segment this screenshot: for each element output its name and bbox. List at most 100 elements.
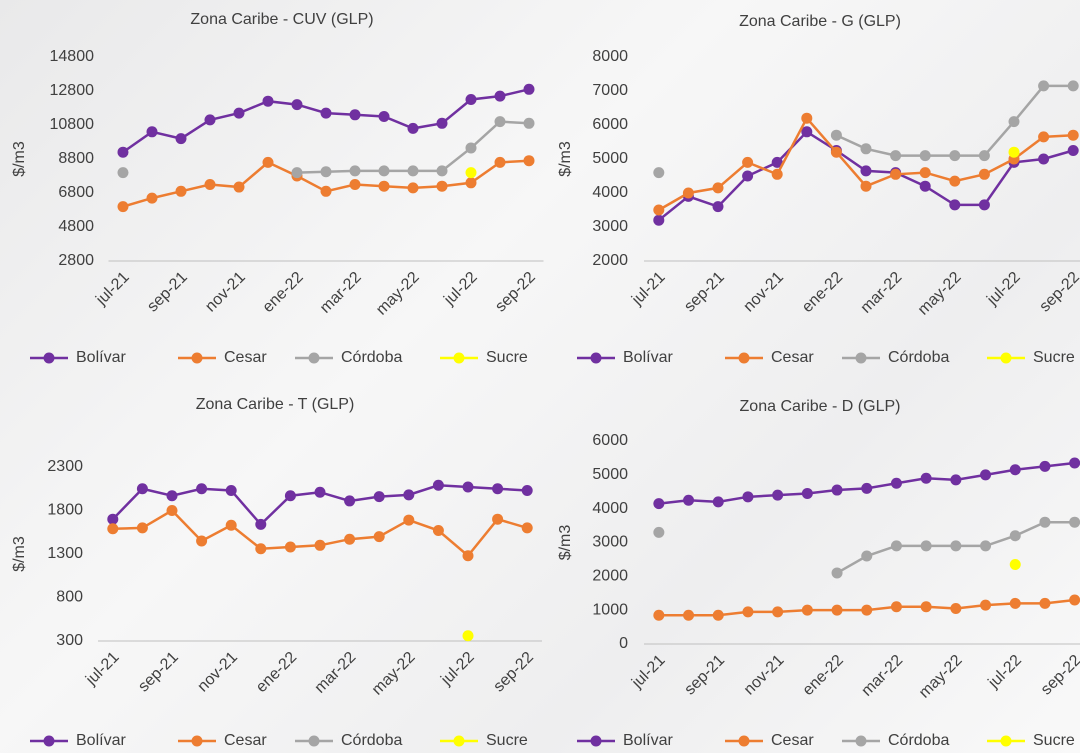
x-tick-label: nov-21 [741,652,788,699]
legend-marker [1000,735,1012,747]
data-point [919,180,931,192]
y-axis-label: $/m3 [11,536,28,572]
x-tick-label: jul-21 [628,269,668,309]
data-point [712,201,724,213]
data-point [255,518,267,530]
data-point [255,543,267,555]
data-point [801,604,813,616]
y-tick-label: 4800 [58,218,94,235]
y-tick-label: 7000 [592,82,628,99]
series-line [835,84,1074,157]
legend-label: Bolívar [76,349,126,366]
x-tick-label: jul-22 [983,269,1023,309]
data-point [801,126,813,138]
y-axis-label: $/m3 [557,525,574,561]
data-point [465,142,477,154]
legend-marker [855,735,867,747]
legend-label: Cesar [771,349,814,366]
y-tick-label: 12800 [50,82,95,99]
y-tick-label: 8000 [592,48,628,65]
y-axis-label: $/m3 [557,141,574,177]
legend-label: Córdoba [888,732,949,749]
data-point [432,479,444,491]
x-tick-label: sep-22 [1036,269,1080,316]
data-point [950,474,962,486]
y-tick-label: 4000 [592,184,628,201]
data-point [320,166,332,178]
data-point [712,609,724,621]
data-point [830,129,842,141]
data-point [146,192,158,204]
data-point [117,201,129,213]
data-point [1009,530,1021,542]
data-point [978,150,990,162]
x-tick-label: ene-22 [260,269,307,316]
data-point [772,606,784,618]
legend-label: Sucre [1033,349,1075,366]
legend-label: Cesar [224,732,267,749]
legend-marker [855,352,867,364]
data-point [1039,460,1051,472]
data-point [1009,597,1021,609]
data-point [919,150,931,162]
x-tick-label: sep-22 [490,649,537,696]
data-point [262,95,274,107]
data-point [436,180,448,192]
data-point [653,204,665,216]
data-point [373,491,385,503]
data-point [107,523,119,535]
data-point [890,540,902,552]
data-point [523,83,535,95]
data-point [978,199,990,211]
data-point [378,180,390,192]
legend-label: Córdoba [888,349,949,366]
data-point [349,165,361,177]
legend-marker [43,352,55,364]
legend-marker [191,735,203,747]
data-point [291,99,303,111]
data-point [344,495,356,507]
data-point [432,525,444,537]
chart-title: Zona Caribe - G (GLP) [739,13,901,30]
y-tick-label: 6800 [58,184,94,201]
data-point [146,126,158,138]
data-point [742,170,754,182]
data-point [1067,80,1079,92]
data-point [465,94,477,105]
data-point [462,550,474,562]
data-point [890,150,902,162]
data-point [233,181,245,193]
data-point [1069,516,1080,528]
data-point [107,513,119,525]
legend-label: Sucre [486,732,528,749]
legend-label: Bolívar [623,349,673,366]
data-point [801,112,813,124]
data-point [166,490,178,502]
data-point [320,107,332,119]
data-point [314,486,326,498]
data-point [403,489,415,501]
x-tick-label: ene-22 [253,649,300,696]
chart: Zona Caribe - D (GLP) $/m3 0 1000 2000 3000 40… [557,398,1080,749]
data-point [494,90,506,102]
y-tick-label: 5000 [592,466,628,483]
data-point [683,494,695,506]
data-point [683,609,695,621]
data-point [436,165,448,177]
data-point [314,539,326,551]
data-point [521,484,533,496]
x-tick-label: jul-22 [985,652,1025,692]
legend-marker [191,352,203,364]
legend-marker [43,735,55,747]
data-point [831,484,843,496]
legend-marker [308,352,320,364]
data-point [233,107,245,119]
data-point [771,168,783,180]
data-point [653,214,665,226]
data-point [801,487,813,499]
x-tick-label: may-22 [915,269,965,319]
data-point [978,168,990,180]
data-point [523,155,535,167]
y-tick-label: 2300 [47,458,83,475]
